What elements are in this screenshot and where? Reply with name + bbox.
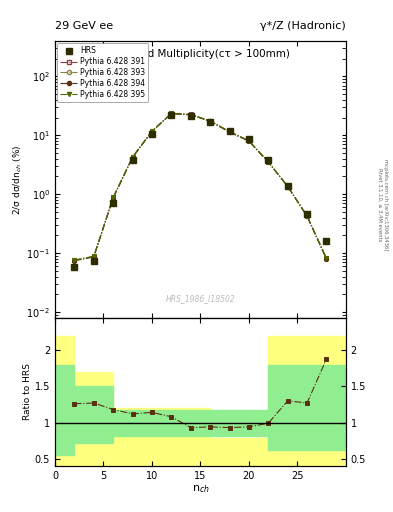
Text: 29 GeV ee: 29 GeV ee xyxy=(55,22,113,31)
Text: HRS_1986_I18502: HRS_1986_I18502 xyxy=(165,294,235,303)
Y-axis label: 2/σ dσ/dn$_{ch}$ (%): 2/σ dσ/dn$_{ch}$ (%) xyxy=(11,144,24,215)
Text: Rivet 3.1.10, ≥ 3.4M events: Rivet 3.1.10, ≥ 3.4M events xyxy=(377,168,382,242)
Text: Charged Multiplicity(cτ > 100mm): Charged Multiplicity(cτ > 100mm) xyxy=(110,49,290,59)
X-axis label: n$_{ch}$: n$_{ch}$ xyxy=(191,483,209,495)
Text: γ*/Z (Hadronic): γ*/Z (Hadronic) xyxy=(260,22,346,31)
Text: mcplots.cern.ch [arXiv:1306.3436]: mcplots.cern.ch [arXiv:1306.3436] xyxy=(383,159,387,250)
Y-axis label: Ratio to HRS: Ratio to HRS xyxy=(23,364,32,420)
Legend: HRS, Pythia 6.428 391, Pythia 6.428 393, Pythia 6.428 394, Pythia 6.428 395: HRS, Pythia 6.428 391, Pythia 6.428 393,… xyxy=(57,43,149,102)
